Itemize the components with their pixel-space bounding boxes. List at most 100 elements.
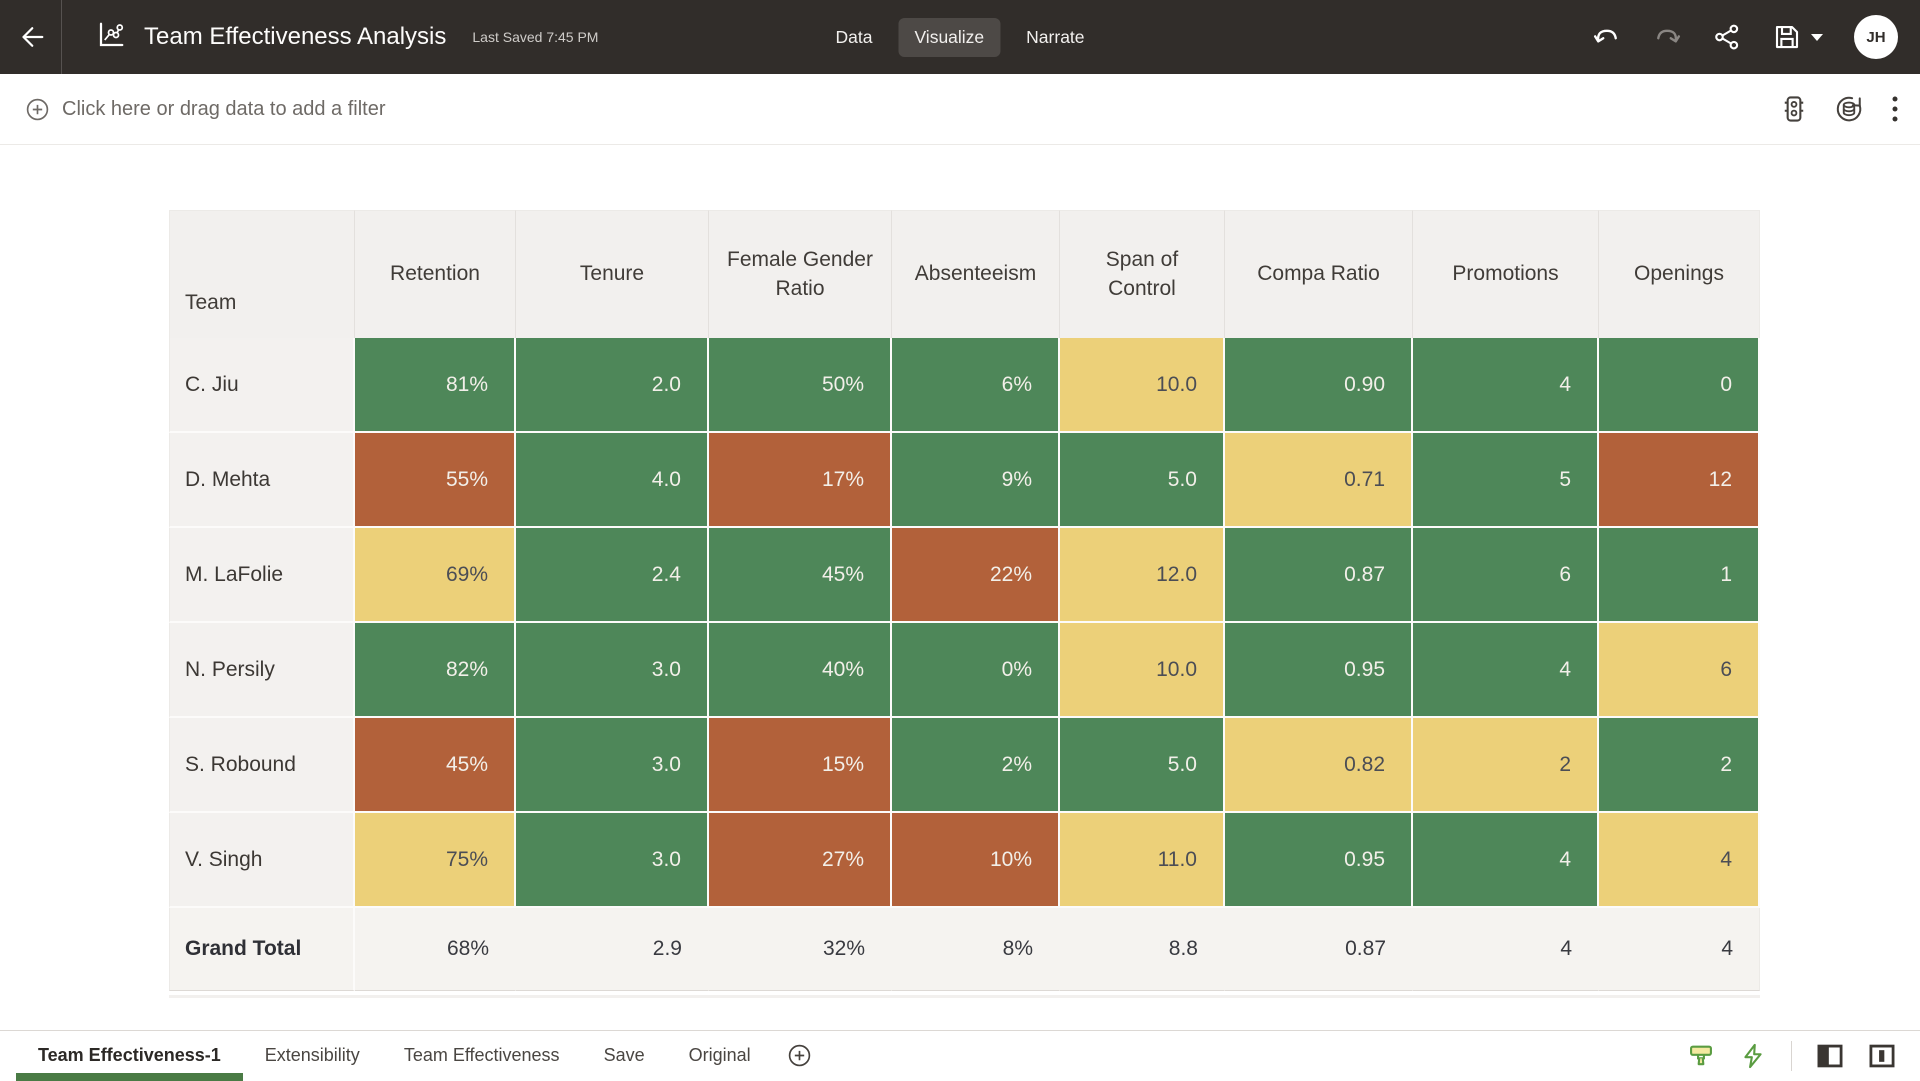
table-cell[interactable]: 6 xyxy=(1413,528,1599,623)
table-cell[interactable]: 3.0 xyxy=(516,718,709,813)
table-cell[interactable]: 12.0 xyxy=(1060,528,1225,623)
table-cell[interactable]: 55% xyxy=(355,433,516,528)
table-cell[interactable]: 4 xyxy=(1413,338,1599,433)
kebab-menu-button[interactable] xyxy=(1890,94,1900,124)
table-cell[interactable]: 0.71 xyxy=(1225,433,1413,528)
table-cell[interactable]: 40% xyxy=(709,623,892,718)
table-cell[interactable]: 5 xyxy=(1413,433,1599,528)
table-cell[interactable]: 5.0 xyxy=(1060,718,1225,813)
save-icon xyxy=(1772,22,1802,52)
canvas-tab-save[interactable]: Save xyxy=(582,1031,667,1081)
table-cell[interactable]: 3.0 xyxy=(516,623,709,718)
column-header[interactable]: Promotions xyxy=(1413,210,1599,338)
table-cell[interactable]: 75% xyxy=(355,813,516,908)
table-cell[interactable]: 4.0 xyxy=(516,433,709,528)
divider xyxy=(1791,1041,1792,1071)
table-cell[interactable]: 45% xyxy=(355,718,516,813)
canvas-tab-original[interactable]: Original xyxy=(667,1031,773,1081)
table-cell[interactable]: 10.0 xyxy=(1060,623,1225,718)
table-cell[interactable]: 2% xyxy=(892,718,1060,813)
canvas-style-button[interactable] xyxy=(1687,1042,1715,1070)
column-header[interactable]: Openings xyxy=(1599,210,1760,338)
table-cell[interactable]: 4 xyxy=(1599,813,1760,908)
data-refresh-button[interactable] xyxy=(1834,94,1864,124)
column-header[interactable]: Team xyxy=(169,210,355,338)
row-header[interactable]: D. Mehta xyxy=(169,433,355,528)
canvas-bar-actions xyxy=(1687,1041,1920,1071)
last-saved-status: Last Saved 7:45 PM xyxy=(472,29,598,45)
row-header[interactable]: C. Jiu xyxy=(169,338,355,433)
table-cell[interactable]: 69% xyxy=(355,528,516,623)
auto-apply-button[interactable] xyxy=(1739,1042,1767,1070)
table-cell[interactable]: 1 xyxy=(1599,528,1760,623)
undo-button[interactable] xyxy=(1592,22,1622,52)
row-header[interactable]: S. Robound xyxy=(169,718,355,813)
table-cell[interactable]: 5.0 xyxy=(1060,433,1225,528)
table-cell[interactable]: 0.82 xyxy=(1225,718,1413,813)
canvas-tab-team-effectiveness-1[interactable]: Team Effectiveness-1 xyxy=(16,1031,243,1081)
column-header[interactable]: Compa Ratio xyxy=(1225,210,1413,338)
header-actions: JH xyxy=(1592,15,1920,59)
row-header[interactable]: V. Singh xyxy=(169,813,355,908)
table-cell[interactable]: 11.0 xyxy=(1060,813,1225,908)
toggle-right-panel-button[interactable] xyxy=(1868,1043,1896,1069)
tab-data[interactable]: Data xyxy=(819,18,888,57)
table-cell[interactable]: 2.4 xyxy=(516,528,709,623)
redo-button[interactable] xyxy=(1652,22,1682,52)
table-cell[interactable]: 10% xyxy=(892,813,1060,908)
table-cell[interactable]: 2.0 xyxy=(516,338,709,433)
table-cell[interactable]: 15% xyxy=(709,718,892,813)
table-cell[interactable]: 10.0 xyxy=(1060,338,1225,433)
grand-total-cell: 4 xyxy=(1599,908,1760,991)
canvas-tab-extensibility[interactable]: Extensibility xyxy=(243,1031,382,1081)
table-cell[interactable]: 27% xyxy=(709,813,892,908)
table-cell[interactable]: 0% xyxy=(892,623,1060,718)
toggle-left-panel-icon xyxy=(1816,1043,1844,1069)
row-header[interactable]: M. LaFolie xyxy=(169,528,355,623)
table-cell[interactable]: 2 xyxy=(1599,718,1760,813)
table-cell[interactable]: 6% xyxy=(892,338,1060,433)
column-header[interactable]: Absenteeism xyxy=(892,210,1060,338)
visualization-icon xyxy=(96,20,126,55)
table-cell[interactable]: 0.95 xyxy=(1225,813,1413,908)
table-cell[interactable]: 22% xyxy=(892,528,1060,623)
tab-narrate[interactable]: Narrate xyxy=(1010,18,1100,57)
canvas-style-icon xyxy=(1687,1042,1715,1070)
table-cell[interactable]: 82% xyxy=(355,623,516,718)
add-filter-target[interactable]: Click here or drag data to add a filter xyxy=(25,97,386,122)
table-cell[interactable]: 3.0 xyxy=(516,813,709,908)
table-cell[interactable]: 50% xyxy=(709,338,892,433)
table-cell[interactable]: 4 xyxy=(1413,813,1599,908)
add-canvas-icon xyxy=(787,1043,812,1068)
column-header[interactable]: Span of Control xyxy=(1060,210,1225,338)
table-cell[interactable]: 4 xyxy=(1413,623,1599,718)
table-cell[interactable]: 2 xyxy=(1413,718,1599,813)
table-cell[interactable]: 0.90 xyxy=(1225,338,1413,433)
column-header[interactable]: Tenure xyxy=(516,210,709,338)
column-header[interactable]: Retention xyxy=(355,210,516,338)
limit-values-button[interactable] xyxy=(1780,94,1808,124)
toggle-left-panel-button[interactable] xyxy=(1816,1043,1844,1069)
table-cell[interactable]: 9% xyxy=(892,433,1060,528)
save-button[interactable] xyxy=(1772,22,1824,52)
add-canvas-button[interactable] xyxy=(787,1043,812,1068)
column-header[interactable]: Female Gender Ratio xyxy=(709,210,892,338)
tab-visualize[interactable]: Visualize xyxy=(898,18,1000,57)
table-cell[interactable]: 12 xyxy=(1599,433,1760,528)
table-cell[interactable]: 6 xyxy=(1599,623,1760,718)
table-cell[interactable]: 0.95 xyxy=(1225,623,1413,718)
table-cell[interactable]: 17% xyxy=(709,433,892,528)
kebab-menu-icon xyxy=(1890,94,1900,124)
table-cell[interactable]: 0 xyxy=(1599,338,1760,433)
back-button[interactable] xyxy=(0,0,62,74)
table-cell[interactable]: 81% xyxy=(355,338,516,433)
user-avatar[interactable]: JH xyxy=(1854,15,1898,59)
share-button[interactable] xyxy=(1712,22,1742,52)
canvas-tab-team-effectiveness[interactable]: Team Effectiveness xyxy=(382,1031,582,1081)
table-cell[interactable]: 0.87 xyxy=(1225,528,1413,623)
table-cell[interactable]: 45% xyxy=(709,528,892,623)
row-header[interactable]: N. Persily xyxy=(169,623,355,718)
